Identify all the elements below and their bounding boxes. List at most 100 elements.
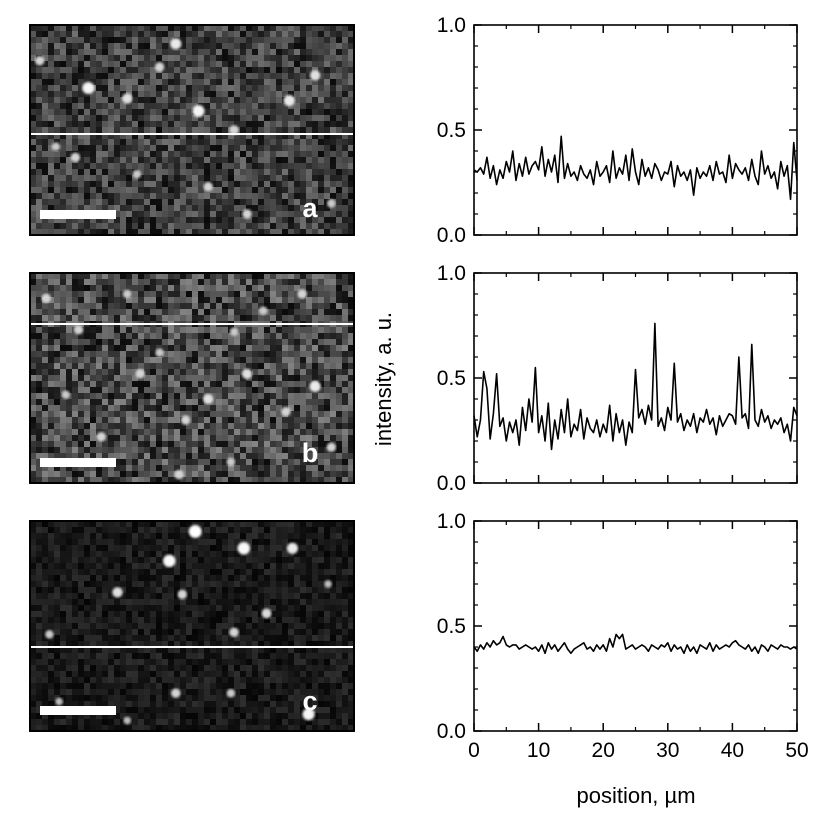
noise-pixel [234, 145, 240, 151]
noise-pixel [60, 139, 66, 145]
noise-pixel [264, 417, 270, 423]
noise-pixel [282, 363, 288, 369]
noise-pixel [258, 175, 264, 181]
noise-pixel [210, 91, 216, 97]
noise-pixel [342, 599, 348, 605]
noise-pixel [144, 381, 150, 387]
noise-pixel [66, 593, 72, 599]
noise-pixel [222, 533, 228, 539]
noise-pixel [186, 557, 192, 563]
noise-pixel [288, 303, 294, 309]
noise-pixel [174, 67, 180, 73]
noise-pixel [72, 545, 78, 551]
noise-pixel [222, 587, 228, 593]
noise-pixel [228, 471, 234, 477]
noise-pixel [228, 545, 234, 551]
noise-pixel [84, 115, 90, 121]
noise-pixel [162, 285, 168, 291]
noise-pixel [138, 327, 144, 333]
noise-pixel [192, 193, 198, 199]
noise-pixel [72, 551, 78, 557]
noise-pixel [342, 43, 348, 49]
noise-pixel [342, 539, 348, 545]
noise-pixel [270, 145, 276, 151]
noise-pixel [108, 563, 114, 569]
noise-pixel [162, 115, 168, 121]
noise-pixel [90, 587, 96, 593]
noise-pixel [72, 109, 78, 115]
noise-pixel [66, 605, 72, 611]
noise-pixel [96, 279, 102, 285]
noise-pixel [84, 103, 90, 109]
noise-pixel [36, 629, 42, 635]
noise-pixel [204, 175, 210, 181]
noise-pixel [150, 611, 156, 617]
noise-pixel [252, 539, 258, 545]
noise-pixel [288, 127, 294, 133]
noise-pixel [306, 587, 312, 593]
noise-pixel [252, 145, 258, 151]
noise-pixel [138, 435, 144, 441]
noise-pixel [156, 617, 162, 623]
noise-pixel [324, 37, 330, 43]
noise-pixel [108, 85, 114, 91]
noise-pixel [102, 575, 108, 581]
noise-pixel [186, 387, 192, 393]
noise-pixel [168, 55, 174, 61]
noise-pixel [294, 569, 300, 575]
noise-pixel [66, 399, 72, 405]
noise-pixel [90, 527, 96, 533]
noise-pixel [258, 587, 264, 593]
noise-pixel [174, 447, 180, 453]
noise-pixel [318, 459, 324, 465]
noise-pixel [54, 471, 60, 477]
noise-pixel [240, 381, 246, 387]
noise-pixel [42, 279, 48, 285]
noise-pixel [288, 223, 294, 229]
noise-pixel [96, 49, 102, 55]
noise-pixel [246, 575, 252, 581]
noise-pixel [324, 127, 330, 133]
noise-pixel [270, 279, 276, 285]
noise-pixel [120, 157, 126, 163]
noise-pixel [264, 223, 270, 229]
noise-pixel [138, 49, 144, 55]
noise-pixel [312, 345, 318, 351]
noise-pixel [282, 43, 288, 49]
noise-pixel [264, 291, 270, 297]
noise-pixel [276, 193, 282, 199]
noise-pixel [156, 381, 162, 387]
noise-pixel [330, 527, 336, 533]
noise-pixel [54, 581, 60, 587]
noise-pixel [132, 605, 138, 611]
noise-pixel [180, 157, 186, 163]
noise-pixel [336, 551, 342, 557]
noise-pixel [342, 67, 348, 73]
noise-pixel [186, 211, 192, 217]
noise-pixel [294, 31, 300, 37]
noise-pixel [168, 145, 174, 151]
noise-pixel [234, 139, 240, 145]
noise-pixel [60, 423, 66, 429]
noise-pixel [168, 327, 174, 333]
noise-pixel [36, 399, 42, 405]
noise-pixel [54, 193, 60, 199]
noise-pixel [108, 151, 114, 157]
noise-pixel [180, 581, 186, 587]
noise-pixel [198, 193, 204, 199]
noise-pixel [252, 447, 258, 453]
noise-pixel [114, 163, 120, 169]
noise-pixel [258, 73, 264, 79]
noise-pixel [216, 139, 222, 145]
noise-pixel [162, 447, 168, 453]
noise-pixel [90, 67, 96, 73]
noise-pixel [240, 569, 246, 575]
noise-pixel [120, 563, 126, 569]
noise-pixel [240, 447, 246, 453]
noise-pixel [222, 97, 228, 103]
noise-pixel [132, 465, 138, 471]
noise-pixel [342, 31, 348, 37]
bright-spot [61, 391, 70, 400]
noise-pixel [36, 393, 42, 399]
noise-pixel [114, 49, 120, 55]
